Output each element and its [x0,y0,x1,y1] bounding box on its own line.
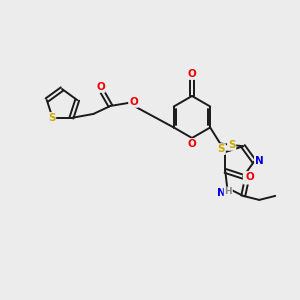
Text: O: O [188,69,196,79]
Text: O: O [188,139,196,149]
Text: N: N [217,188,226,198]
Text: S: S [218,144,225,154]
Text: N: N [244,174,253,184]
Text: O: O [96,82,105,92]
Text: O: O [129,97,138,107]
Text: H: H [224,188,232,196]
Text: O: O [246,172,255,182]
Text: S: S [228,140,236,150]
Text: N: N [255,157,264,166]
Text: S: S [48,113,55,123]
